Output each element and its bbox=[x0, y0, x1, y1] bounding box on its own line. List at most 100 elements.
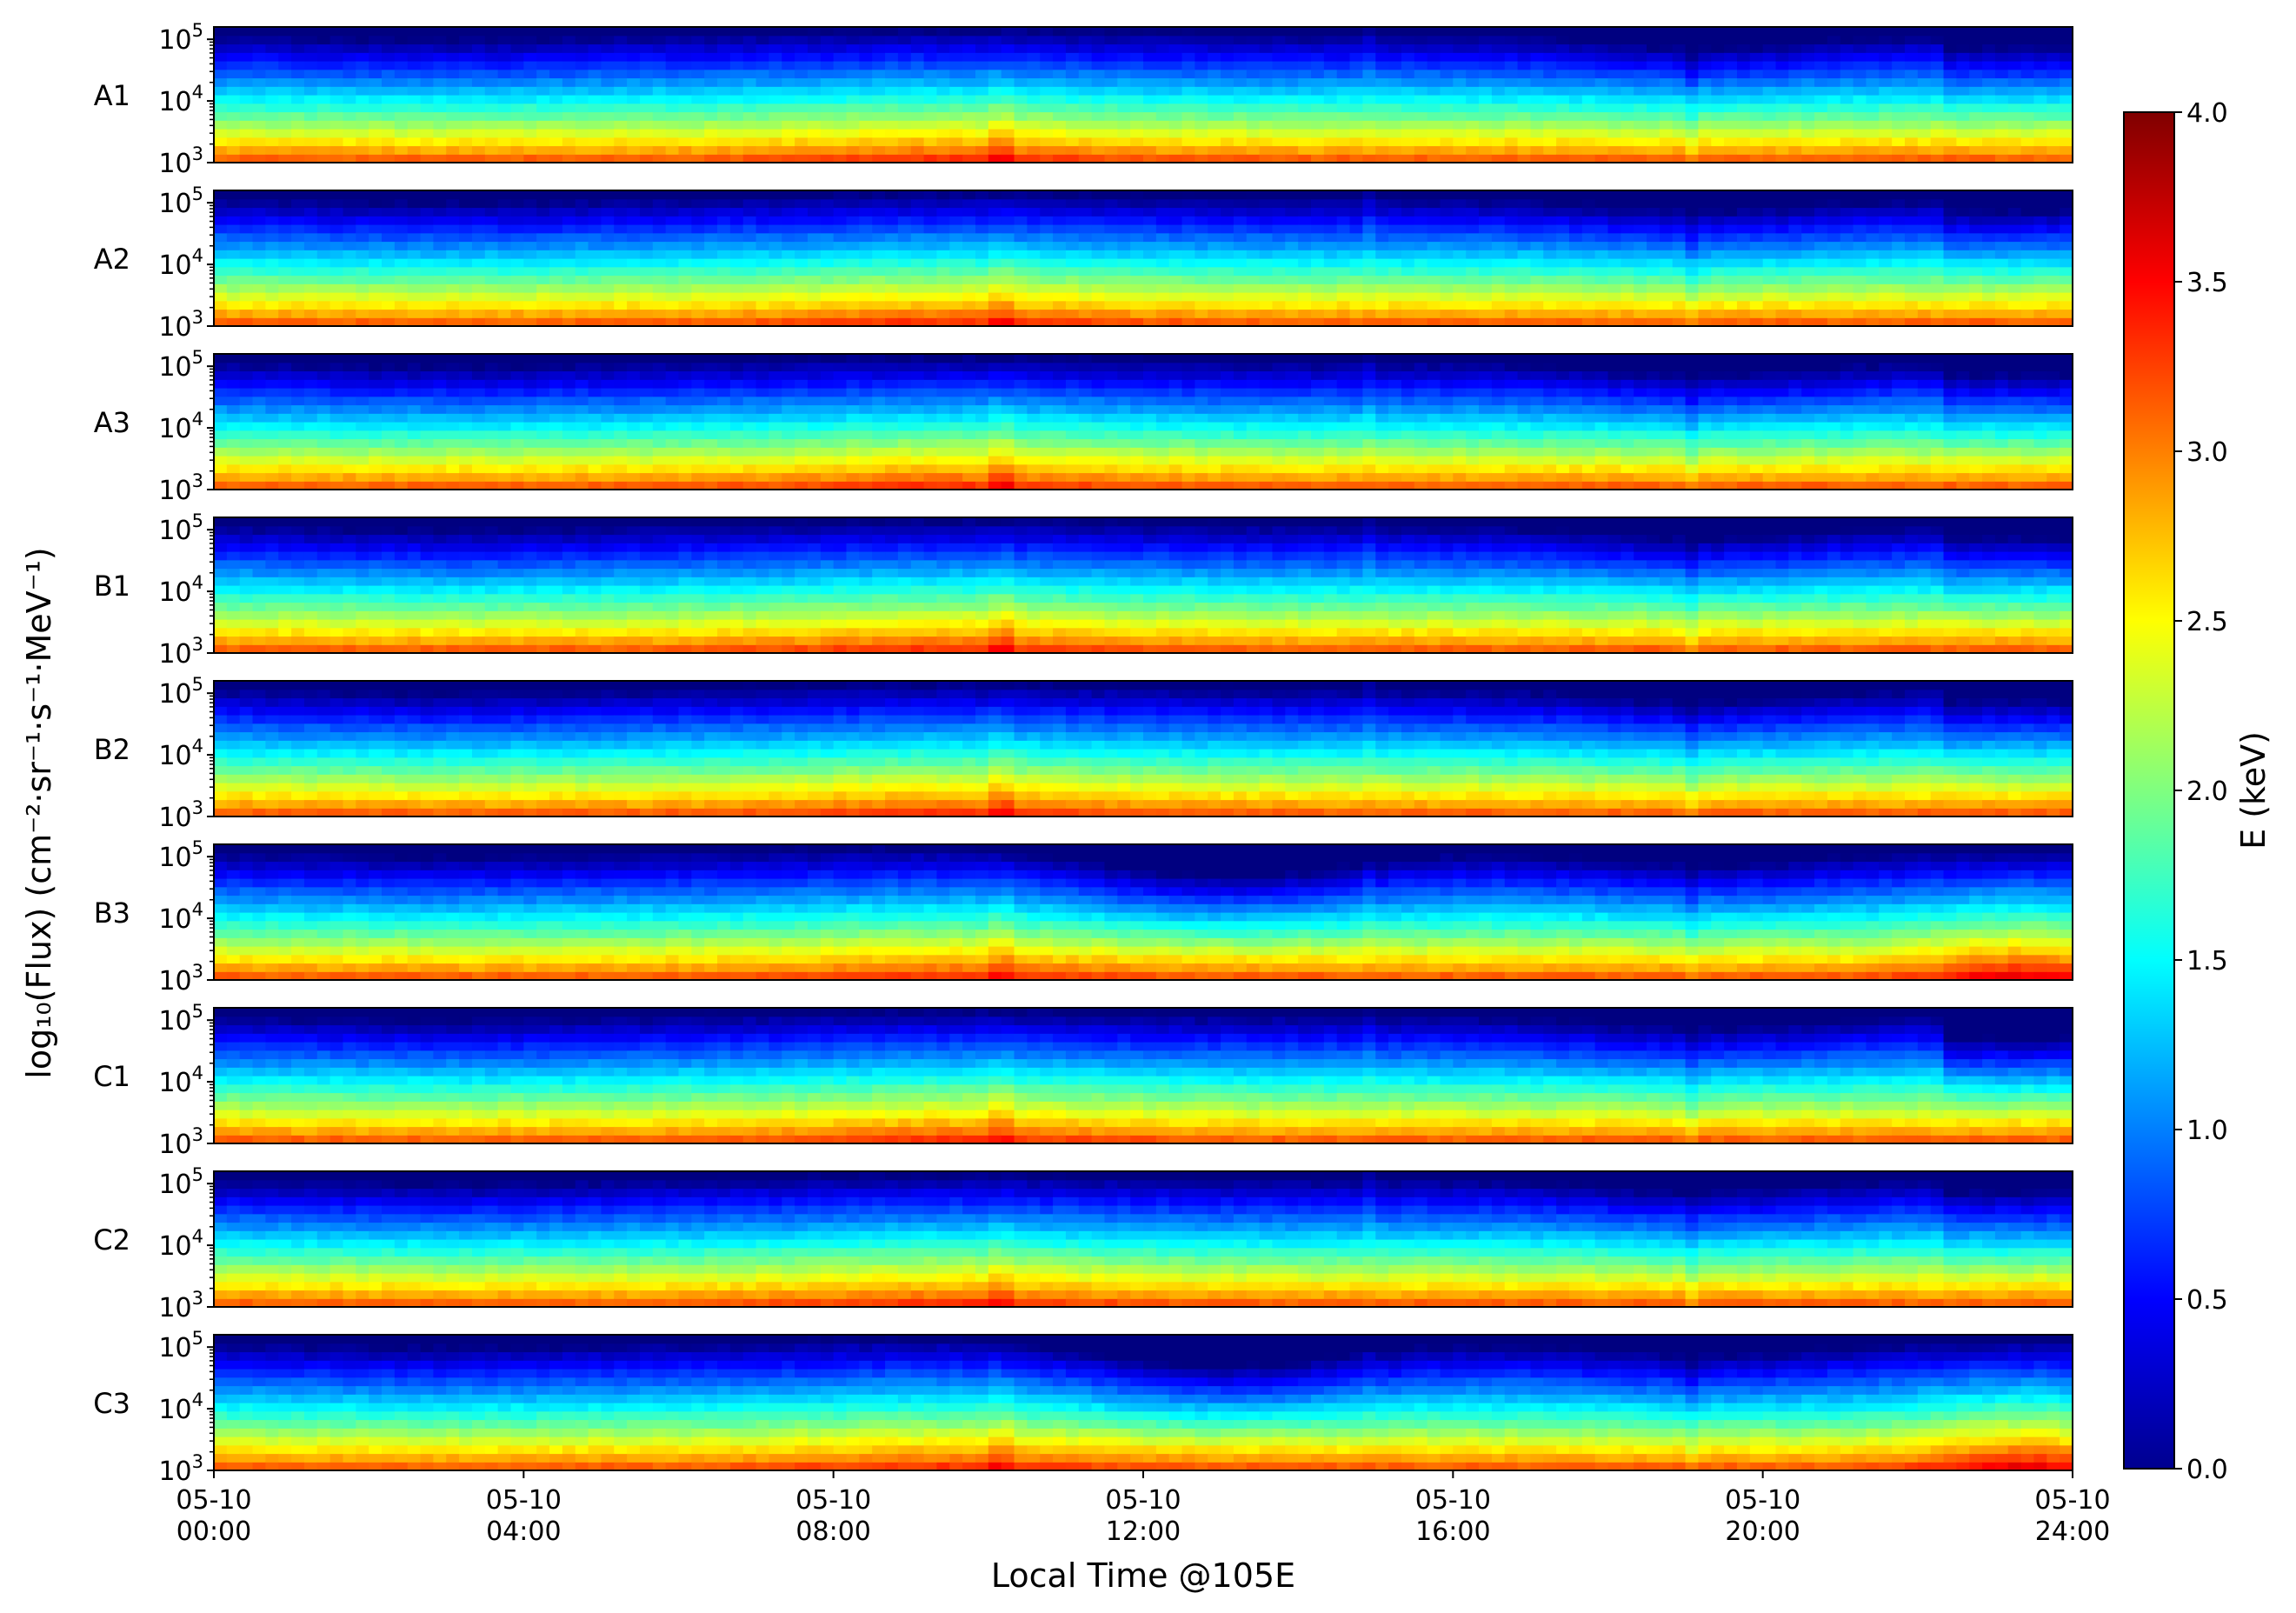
heatmap-cell bbox=[898, 129, 911, 137]
heatmap-cell bbox=[924, 137, 937, 146]
heatmap-cell bbox=[795, 44, 808, 53]
heatmap-cell bbox=[408, 371, 421, 380]
heatmap-cell bbox=[936, 310, 949, 318]
heatmap-cell bbox=[2060, 267, 2073, 276]
heatmap-cell bbox=[1079, 208, 1092, 217]
heatmap-cell bbox=[885, 120, 898, 129]
heatmap-cell bbox=[576, 292, 589, 301]
heatmap-cell bbox=[1040, 276, 1053, 284]
heatmap-cell bbox=[240, 70, 253, 78]
heatmap-cell bbox=[433, 112, 446, 121]
heatmap-cell bbox=[1428, 283, 1441, 292]
heatmap-cell bbox=[498, 301, 511, 310]
heatmap-cell bbox=[627, 199, 640, 208]
heatmap-cell bbox=[898, 250, 911, 258]
heatmap-cell bbox=[576, 70, 589, 78]
heatmap-cell bbox=[1104, 78, 1117, 87]
heatmap-cell bbox=[769, 216, 782, 224]
heatmap-cell bbox=[1582, 190, 1595, 199]
heatmap-cell bbox=[859, 52, 872, 61]
heatmap-cell bbox=[1543, 120, 1556, 129]
heatmap-cell bbox=[576, 137, 589, 146]
heatmap-cell bbox=[1375, 199, 1388, 208]
heatmap-cell bbox=[627, 146, 640, 155]
heatmap-cell bbox=[369, 439, 382, 448]
heatmap-cell bbox=[859, 36, 872, 44]
heatmap-cell bbox=[1621, 267, 1634, 276]
heatmap-cell bbox=[1324, 129, 1337, 137]
heatmap-cell bbox=[1092, 250, 1105, 258]
heatmap-cell bbox=[472, 301, 485, 310]
heatmap-cell bbox=[408, 276, 421, 284]
heatmap-cell bbox=[1182, 301, 1195, 310]
heatmap-cell bbox=[1750, 242, 1763, 250]
heatmap-cell bbox=[1002, 250, 1015, 258]
heatmap-cell bbox=[1918, 276, 1931, 284]
heatmap-cell bbox=[988, 208, 1002, 217]
heatmap-cell bbox=[1337, 208, 1350, 217]
heatmap-cell bbox=[2060, 129, 2073, 137]
heatmap-cell bbox=[1763, 258, 1776, 267]
heatmap-cell bbox=[1079, 190, 1092, 199]
heatmap-cell bbox=[1440, 86, 1453, 95]
heatmap-cell bbox=[1092, 36, 1105, 44]
heatmap-cell bbox=[962, 44, 975, 53]
heatmap-cell bbox=[614, 95, 627, 103]
heatmap-cell bbox=[1776, 267, 1789, 276]
heatmap-cell bbox=[265, 216, 278, 224]
heatmap-cell bbox=[847, 70, 860, 78]
heatmap-cell bbox=[679, 276, 692, 284]
heatmap-cell bbox=[421, 146, 434, 155]
heatmap-cell bbox=[936, 250, 949, 258]
heatmap-cell bbox=[1117, 36, 1130, 44]
heatmap-cell bbox=[265, 103, 278, 112]
heatmap-cell bbox=[446, 430, 459, 439]
heatmap-cell bbox=[1944, 258, 1957, 267]
heatmap-cell bbox=[1827, 86, 1840, 95]
heatmap-cell bbox=[1853, 36, 1867, 44]
heatmap-cell bbox=[704, 52, 717, 61]
heatmap-cell bbox=[1298, 216, 1311, 224]
heatmap-cell bbox=[847, 52, 860, 61]
heatmap-cell bbox=[795, 36, 808, 44]
heatmap-cell bbox=[562, 224, 576, 233]
heatmap-cell bbox=[1582, 267, 1595, 276]
heatmap-cell bbox=[975, 70, 988, 78]
heatmap-cell bbox=[1853, 216, 1867, 224]
heatmap-cell bbox=[472, 363, 485, 371]
heatmap-cell bbox=[1892, 78, 1905, 87]
heatmap-cell bbox=[1608, 78, 1621, 87]
heatmap-cell bbox=[253, 250, 266, 258]
heatmap-cell bbox=[717, 292, 730, 301]
heatmap-cell bbox=[1479, 120, 1492, 129]
heatmap-cell bbox=[1711, 95, 1724, 103]
heatmap-cell bbox=[382, 36, 395, 44]
heatmap-cell bbox=[446, 233, 459, 242]
heatmap-cell bbox=[253, 258, 266, 267]
heatmap-cell bbox=[1556, 44, 1569, 53]
heatmap-cell bbox=[1737, 292, 1750, 301]
heatmap-cell bbox=[1698, 129, 1711, 137]
heatmap-cell bbox=[1698, 199, 1711, 208]
heatmap-cell bbox=[1337, 242, 1350, 250]
heatmap-cell bbox=[2021, 70, 2034, 78]
heatmap-cell bbox=[459, 405, 472, 414]
heatmap-cell bbox=[330, 70, 343, 78]
heatmap-cell bbox=[369, 208, 382, 217]
heatmap-cell bbox=[756, 61, 769, 70]
heatmap-cell bbox=[1801, 146, 1814, 155]
heatmap-cell bbox=[291, 447, 304, 456]
heatmap-cell bbox=[1982, 199, 1995, 208]
heatmap-cell bbox=[472, 422, 485, 430]
heatmap-cell bbox=[1673, 208, 1686, 217]
heatmap-cell bbox=[395, 199, 408, 208]
heatmap-cell bbox=[589, 86, 602, 95]
heatmap-cell bbox=[730, 103, 743, 112]
heatmap-cell bbox=[2046, 36, 2060, 44]
heatmap-cell bbox=[1608, 70, 1621, 78]
heatmap-cell bbox=[317, 379, 330, 388]
heatmap-cell bbox=[1414, 78, 1428, 87]
heatmap-cell bbox=[1092, 78, 1105, 87]
heatmap-cell bbox=[1556, 233, 1569, 242]
heatmap-cell bbox=[446, 199, 459, 208]
